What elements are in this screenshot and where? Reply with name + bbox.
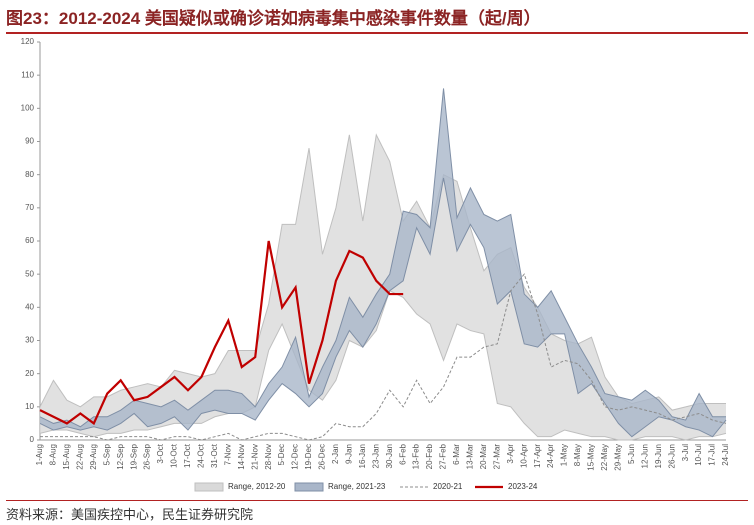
y-tick-label: 30 bbox=[25, 336, 34, 345]
range-lower bbox=[39, 177, 727, 438]
x-tick-label: 27-Feb bbox=[439, 443, 448, 469]
y-tick-label: 60 bbox=[25, 236, 34, 245]
x-tick-label: 5-Jun bbox=[627, 444, 636, 464]
x-tick-label: 12-Dec bbox=[291, 444, 300, 470]
y-tick-label: 70 bbox=[25, 203, 34, 212]
x-tick-label: 5-Sep bbox=[102, 443, 111, 465]
x-tick-label: 13-Mar bbox=[466, 444, 475, 470]
x-tick-label: 15-May bbox=[587, 444, 596, 471]
x-tick-label: 26-Jun bbox=[667, 444, 676, 468]
x-tick-label: 2-Jan bbox=[331, 444, 340, 464]
x-tick-label: 15-Aug bbox=[62, 444, 71, 470]
x-tick-label: 31-Oct bbox=[210, 443, 219, 468]
x-tick-label: 12-Sep bbox=[116, 443, 125, 469]
x-tick-label: 26-Dec bbox=[318, 444, 327, 470]
x-tick-label: 8-May bbox=[573, 444, 582, 466]
y-tick-label: 90 bbox=[25, 137, 34, 146]
x-tick-label: 20-Mar bbox=[479, 444, 488, 470]
x-tick-label: 19-Sep bbox=[129, 443, 138, 469]
x-tick-label: 13-Feb bbox=[412, 443, 421, 469]
x-tick-label: 22-Aug bbox=[75, 444, 84, 470]
x-tick-label: 24-Apr bbox=[546, 444, 555, 468]
x-tick-label: 21-Nov bbox=[250, 444, 259, 470]
x-tick-label: 1-Aug bbox=[35, 444, 44, 465]
x-tick-label: 20-Feb bbox=[425, 443, 434, 469]
x-tick-label: 1-May bbox=[560, 444, 569, 466]
legend-swatch bbox=[294, 482, 324, 492]
x-tick-label: 29-Aug bbox=[89, 444, 98, 470]
series-line bbox=[39, 240, 404, 426]
range-area bbox=[40, 88, 726, 437]
y-tick-label: 110 bbox=[21, 70, 34, 79]
x-tick-label: 3-Oct bbox=[156, 443, 165, 463]
x-tick-label: 16-Jan bbox=[358, 444, 367, 468]
x-tick-label: 24-Jul bbox=[721, 444, 730, 466]
legend-label: 2020-21 bbox=[433, 482, 463, 491]
x-tick-label: 19-Dec bbox=[304, 444, 313, 470]
x-tick-label: 22-May bbox=[600, 444, 609, 471]
x-tick-label: 24-Oct bbox=[197, 443, 206, 468]
x-tick-label: 3-Jul bbox=[681, 444, 690, 462]
chart: 0 10 20 30 40 50 60 70 80 90 100 110 120 1-Aug 8-Aug 15… bbox=[21, 37, 730, 492]
y-tick-label: 50 bbox=[25, 269, 34, 278]
y-tick-label: 100 bbox=[21, 103, 35, 112]
x-tick-label: 8-Aug bbox=[49, 444, 58, 465]
x-tick-label: 10-Apr bbox=[519, 444, 528, 468]
legend-label: 2023-24 bbox=[508, 482, 538, 491]
range-lower bbox=[39, 290, 727, 441]
x-tick-label: 14-Nov bbox=[237, 444, 246, 470]
x-tick-label: 27-Mar bbox=[492, 444, 501, 470]
range-upper bbox=[39, 88, 726, 428]
y-tick-label: 10 bbox=[25, 402, 34, 411]
y-tick-label: 120 bbox=[21, 37, 35, 46]
x-tick-label: 23-Jan bbox=[371, 444, 380, 468]
x-tick-label: 17-Apr bbox=[533, 444, 542, 468]
y-tick-label: 80 bbox=[25, 170, 34, 179]
x-tick-label: 26-Sep bbox=[143, 443, 152, 469]
x-tick-label: 12-Jun bbox=[640, 444, 649, 468]
y-tick-label: 20 bbox=[25, 369, 34, 378]
chart-title: 图23：2012-2024 美国疑似或确诊诺如病毒集中感染事件数量（起/周） bbox=[6, 4, 748, 34]
x-tick-label: 17-Jul bbox=[708, 444, 717, 466]
x-tick-label: 10-Jul bbox=[694, 444, 703, 466]
legend-label: Range, 2012-20 bbox=[228, 482, 286, 491]
series-line bbox=[40, 273, 727, 441]
x-tick-label: 19-Jun bbox=[654, 444, 663, 468]
x-tick-label: 9-Jan bbox=[344, 444, 353, 464]
x-tick-label: 28-Nov bbox=[264, 444, 273, 470]
x-tick-label: 5-Dec bbox=[277, 444, 286, 465]
range-upper bbox=[39, 133, 726, 411]
x-tick-label: 29-May bbox=[614, 444, 623, 471]
y-tick-label: 40 bbox=[25, 302, 34, 311]
x-tick-label: 6-Feb bbox=[398, 443, 407, 464]
y-tick-label: 0 bbox=[30, 435, 35, 444]
x-tick-label: 7-Nov bbox=[223, 444, 232, 465]
source-note: 资料来源：美国疾控中心，民生证券研究院 bbox=[6, 500, 748, 523]
legend-label: Range, 2021-23 bbox=[328, 482, 386, 491]
x-tick-label: 3-Apr bbox=[506, 444, 515, 464]
x-tick-label: 10-Oct bbox=[170, 443, 179, 468]
x-tick-label: 17-Oct bbox=[183, 443, 192, 468]
x-tick-label: 6-Mar bbox=[452, 444, 461, 465]
x-tick-label: 30-Jan bbox=[385, 444, 394, 468]
legend-swatch bbox=[194, 482, 224, 492]
